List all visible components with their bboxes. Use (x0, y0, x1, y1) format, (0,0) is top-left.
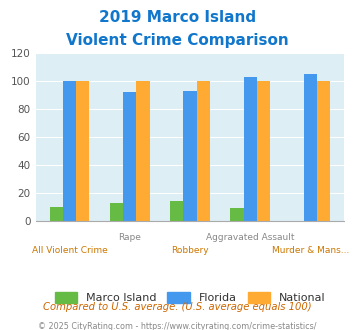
Bar (63, 81, 76, 221)
Bar (257, 81, 270, 221)
Bar (50, 207, 63, 221)
Bar (110, 203, 123, 221)
Text: All Violent Crime: All Violent Crime (32, 246, 107, 255)
Bar (183, 91, 197, 221)
Text: © 2025 CityRating.com - https://www.cityrating.com/crime-statistics/: © 2025 CityRating.com - https://www.city… (38, 322, 317, 330)
Text: Robbery: Robbery (171, 246, 209, 255)
Bar (244, 77, 257, 221)
Text: Compared to U.S. average. (U.S. average equals 100): Compared to U.S. average. (U.S. average … (43, 302, 312, 312)
Bar (170, 201, 183, 221)
Legend: Marco Island, Florida, National: Marco Island, Florida, National (50, 287, 330, 308)
Text: Violent Crime Comparison: Violent Crime Comparison (66, 33, 289, 48)
Text: Aggravated Assault: Aggravated Assault (206, 233, 294, 242)
Text: Rape: Rape (118, 233, 141, 242)
Bar (76, 81, 89, 221)
Bar (317, 81, 330, 221)
Bar (197, 81, 210, 221)
Bar (304, 74, 317, 221)
Bar (136, 81, 149, 221)
Text: 2019 Marco Island: 2019 Marco Island (99, 10, 256, 25)
Bar (230, 209, 244, 221)
Bar (123, 92, 136, 221)
Text: Murder & Mans...: Murder & Mans... (272, 246, 349, 255)
